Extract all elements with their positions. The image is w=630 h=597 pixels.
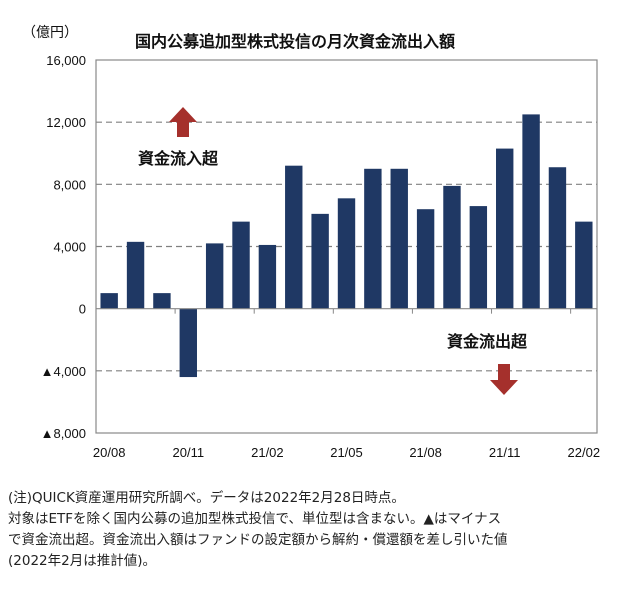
bar-21/01 [232, 221, 250, 309]
y-axis-unit: （億円） [22, 25, 78, 41]
bar-21/07 [390, 168, 408, 309]
down-arrow-icon [490, 364, 518, 395]
y-tick-label: 4,000 [53, 240, 86, 255]
x-tick-label: 21/11 [489, 445, 521, 460]
bar-21/11 [496, 148, 514, 309]
bar-chart: 16,000 12,000 8,000 4,000 0 ▲4,000 ▲8,000 20/08… [41, 53, 601, 460]
bar-21/04 [311, 213, 329, 309]
y-tick-label: 0 [79, 302, 86, 317]
bar-22/01 [548, 167, 567, 309]
x-tick-label: 21/02 [251, 445, 284, 460]
footnote-line: 対象はETFを除く国内公募の追加型株式投信で、単位型は含まない。▲はマイナス [8, 511, 502, 527]
bar-21/10 [469, 206, 488, 309]
outflow-label: 資金流出超 [447, 332, 528, 351]
x-tick-label: 21/08 [409, 445, 442, 460]
bar-20/08 [100, 293, 118, 309]
bar-20/10 [153, 293, 171, 309]
x-tick-label: 20/08 [93, 445, 126, 460]
inflow-label: 資金流入超 [138, 149, 219, 168]
bar-21/03 [285, 165, 303, 309]
bar-21/12 [522, 114, 540, 309]
bar-21/05 [337, 198, 356, 309]
bar-21/06 [364, 168, 382, 309]
y-tick-label: ▲8,000 [41, 426, 86, 441]
bar-21/09 [443, 185, 461, 309]
bar-21/02 [258, 244, 277, 309]
bar-20/11 [179, 308, 197, 378]
bar-22/02 [575, 221, 593, 309]
y-tick-label: 12,000 [46, 115, 86, 130]
footnote-line: (2022年2月は推計値)。 [8, 553, 156, 569]
x-tick-label: 21/05 [330, 445, 363, 460]
footnote-line: で資金流出超。資金流出入額はファンドの設定額から解約・償還額を差し引いた値 [8, 532, 508, 548]
plot-frame [95, 59, 598, 434]
footnote-line: (注)QUICK資産運用研究所調べ。データは2022年2月28日時点。 [8, 490, 405, 506]
x-tick-label: 20/11 [173, 445, 205, 460]
y-tick-label: 16,000 [46, 53, 86, 68]
bar-21/08 [416, 209, 435, 309]
up-arrow-icon [169, 107, 197, 137]
bar-20/12 [205, 243, 224, 309]
y-tick-label: 8,000 [53, 177, 86, 192]
bar-20/09 [126, 241, 145, 309]
y-tick-label: ▲4,000 [41, 364, 86, 379]
chart-title: 国内公募追加型株式投信の月次資金流出入額 [135, 32, 456, 51]
x-tick-label: 22/02 [568, 445, 601, 460]
